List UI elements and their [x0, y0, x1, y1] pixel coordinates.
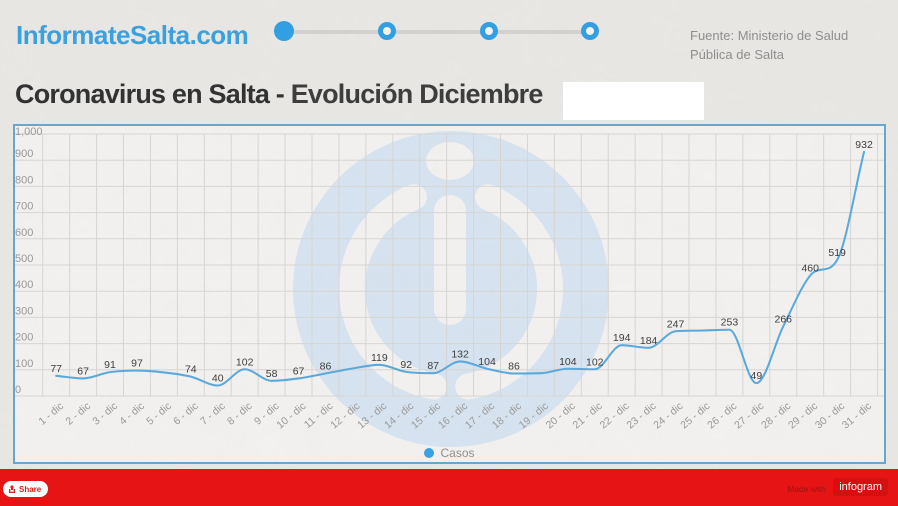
point-value-label: 194: [613, 332, 631, 344]
line-chart: 1,000 900 800 700 600 500 400 300 200 100 0 1 - dic…: [13, 124, 886, 464]
x-tick-label: 31 - dic: [840, 400, 874, 431]
source-attribution: Fuente: Ministerio de Salud Pública de S…: [690, 26, 848, 64]
point-value-label: 102: [586, 356, 604, 368]
source-line-2: Pública de Salta: [690, 47, 784, 62]
y-tick-label: 500: [15, 253, 33, 265]
stepper-dot-2[interactable]: [378, 22, 396, 40]
title-main: Coronavirus en Salta -: [15, 79, 291, 109]
point-value-label: 58: [266, 368, 278, 380]
x-tick-label: 3 - dic: [90, 400, 120, 428]
chart-legend[interactable]: Casos: [13, 446, 886, 460]
point-value-label: 460: [801, 262, 819, 274]
point-value-label: 67: [293, 365, 305, 377]
y-tick-label: 1,000: [15, 126, 43, 138]
y-tick-label: 900: [15, 148, 33, 160]
made-with-label: Made with: [787, 484, 826, 494]
source-line-1: Fuente: Ministerio de Salud: [690, 28, 849, 43]
chart-canvas: 1,000 900 800 700 600 500 400 300 200 100 0 1 - dic…: [13, 124, 886, 464]
point-value-label: 92: [400, 359, 412, 371]
point-value-label: 184: [640, 335, 658, 347]
x-tick-label: 30 - dic: [813, 400, 847, 431]
point-value-label: 519: [828, 247, 846, 259]
x-tick-label: 24 - dic: [651, 400, 685, 431]
stepper-track: [284, 30, 590, 34]
x-tick-label: 28 - dic: [759, 400, 793, 431]
point-value-label: 77: [50, 363, 62, 375]
stepper-dot-4[interactable]: [581, 22, 599, 40]
x-tick-label: 25 - dic: [678, 400, 712, 431]
y-tick-label: 600: [15, 227, 33, 239]
y-axis-labels: 1,000 900 800 700 600 500 400 300 200 100 0: [15, 126, 43, 396]
x-tick-label: 8 - dic: [225, 400, 255, 428]
point-value-label: 86: [320, 360, 332, 372]
point-value-label: 67: [77, 365, 89, 377]
stepper-dot-active[interactable]: [274, 21, 294, 41]
point-value-label: 97: [131, 358, 143, 370]
y-tick-label: 0: [15, 384, 21, 396]
page-title: Coronavirus en Salta - Evolución Diciemb…: [15, 79, 543, 110]
point-value-label: 119: [371, 352, 388, 364]
x-tick-label: 22 - dic: [598, 400, 632, 431]
title-sub: Evolución Diciembre: [290, 79, 544, 109]
y-tick-label: 800: [15, 174, 33, 186]
x-tick-label: 21 - dic: [571, 400, 605, 431]
y-tick-label: 400: [15, 279, 33, 291]
share-icon: [9, 484, 15, 493]
y-tick-label: 200: [15, 332, 33, 344]
point-value-label: 253: [721, 317, 739, 329]
x-tick-label: 6 - dic: [171, 400, 201, 428]
stepper-dot-3[interactable]: [480, 22, 498, 40]
x-tick-label: 10 - dic: [274, 400, 308, 431]
x-tick-label: 7 - dic: [198, 400, 228, 428]
y-tick-label: 300: [15, 305, 33, 317]
point-value-label: 132: [451, 348, 469, 360]
footer-bar: Share Made with infogram: [0, 469, 898, 506]
point-value-label: 49: [751, 370, 763, 382]
slide-stepper: [274, 21, 604, 43]
white-cover-box: [563, 82, 704, 120]
x-tick-label: 4 - dic: [117, 400, 147, 428]
site-logo[interactable]: InformateSalta.com: [16, 20, 249, 50]
point-value-label: 40: [212, 373, 224, 385]
x-tick-label: 23 - dic: [624, 400, 658, 431]
x-tick-label: 27 - dic: [732, 400, 766, 431]
point-value-label: 74: [185, 364, 197, 376]
x-tick-label: 29 - dic: [786, 400, 820, 431]
x-tick-label: 5 - dic: [144, 400, 174, 428]
point-value-label: 102: [236, 356, 254, 368]
share-button[interactable]: Share: [3, 481, 49, 497]
point-value-label: 247: [667, 318, 685, 330]
y-tick-label: 100: [15, 358, 33, 370]
legend-dot-icon: [424, 448, 435, 458]
share-label: Share: [19, 484, 42, 494]
x-tick-label: 26 - dic: [705, 400, 739, 431]
infogram-watermark-icon: [293, 131, 609, 447]
point-value-label: 932: [855, 139, 873, 151]
x-tick-label: 1 - dic: [36, 400, 66, 428]
point-value-label: 104: [559, 356, 577, 368]
point-value-label: 91: [104, 359, 116, 371]
infogram-brand-link[interactable]: infogram: [833, 478, 888, 496]
point-value-label: 104: [478, 356, 496, 368]
x-tick-label: 2 - dic: [63, 400, 93, 428]
y-tick-label: 700: [15, 201, 33, 213]
legend-label: Casos: [440, 446, 475, 460]
point-value-label: 86: [508, 360, 520, 372]
point-value-label: 87: [427, 360, 439, 372]
point-value-label: 266: [775, 313, 793, 325]
